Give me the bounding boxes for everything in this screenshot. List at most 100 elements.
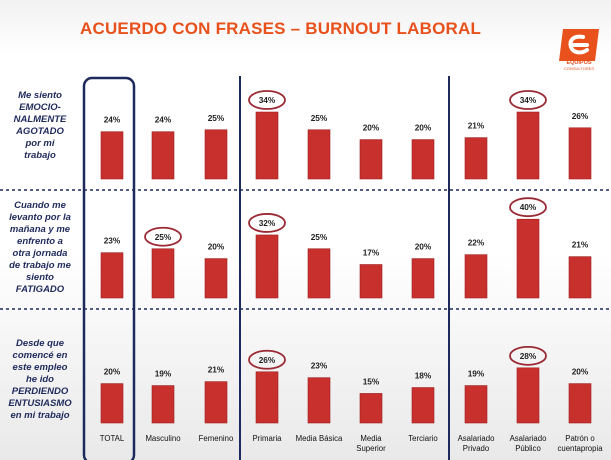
bar-value-label: 19% — [468, 369, 485, 379]
row-label-line: ENTUSIASMO — [8, 398, 72, 409]
row-label-line: he ido — [26, 374, 54, 385]
bar — [464, 137, 488, 180]
bar-value-label: 26% — [572, 111, 589, 121]
bar — [359, 264, 383, 299]
bar — [204, 129, 228, 180]
logo-name: EQUIPOS — [566, 60, 592, 66]
highlight-ellipse — [248, 213, 286, 233]
row-label-line: por mi — [25, 138, 55, 149]
category-label: Público — [515, 444, 541, 453]
bar-value-label: 23% — [104, 236, 121, 246]
row-label-line: Cuando me — [14, 200, 66, 211]
bar-value-label: 15% — [363, 376, 380, 386]
bar — [568, 383, 592, 424]
bar-value-label: 25% — [311, 232, 328, 242]
category-label: Femenino — [199, 434, 234, 443]
bar-value-label: 25% — [311, 113, 328, 123]
category-label: TOTAL — [100, 434, 125, 443]
bar-value-label: 21% — [208, 365, 225, 375]
bar-value-label: 20% — [363, 123, 380, 133]
bar-value-label: 24% — [155, 115, 172, 125]
bar — [464, 254, 488, 299]
bar — [568, 256, 592, 299]
bar-value-label: 21% — [572, 240, 589, 250]
bar-value-label: 22% — [468, 238, 485, 248]
bar — [151, 385, 175, 424]
category-label: Primaria — [252, 434, 282, 443]
row-label-line: comencé en — [12, 350, 68, 361]
bar-value-label: 17% — [363, 248, 380, 258]
bar-value-label: 34% — [520, 95, 537, 105]
bar — [100, 252, 124, 299]
bar — [411, 258, 435, 299]
row-label-fatigado: Cuando me levanto por la mañana y me enfren… — [4, 200, 76, 296]
highlight-ellipse — [509, 345, 547, 366]
bar — [151, 131, 175, 180]
bar-value-label: 18% — [415, 371, 432, 381]
bar — [516, 111, 540, 180]
row-label-line: mañana y me — [9, 224, 71, 235]
row-label-line: PERDIENDO — [11, 386, 69, 397]
category-label: Media Básica — [296, 434, 343, 443]
row-label-line: enfrento a — [17, 236, 63, 247]
bar — [255, 371, 279, 424]
bar — [516, 367, 540, 424]
bar — [411, 387, 435, 424]
bar — [255, 234, 279, 299]
row-label-line: trabajo — [24, 150, 56, 161]
bar — [516, 218, 540, 299]
bar-value-label: 20% — [415, 123, 432, 133]
highlight-ellipse — [248, 90, 286, 110]
row-label-line: FATIGADO — [15, 284, 65, 295]
page-title: ACUERDO CON FRASES – BURNOUT LABORAL — [80, 19, 482, 38]
category-label: Privado — [463, 444, 490, 453]
bar — [359, 393, 383, 424]
bar — [255, 111, 279, 180]
row-label-line: de trabajo me — [9, 260, 71, 271]
bar — [151, 248, 175, 299]
bar-value-label: 20% — [415, 242, 432, 252]
bar-value-label: 34% — [259, 95, 276, 105]
bar-value-label: 23% — [311, 361, 328, 371]
bar — [464, 385, 488, 424]
row-label-emocionalmente-agotado: Me siento EMOCIO- NALMENTE AGOTADO por mi tra… — [4, 90, 76, 162]
category-label: Asalariado — [510, 434, 548, 443]
bar — [100, 131, 124, 180]
bar-value-label: 20% — [208, 242, 225, 252]
bar — [204, 381, 228, 424]
row-label-line: otra jornada — [12, 248, 68, 259]
row-label-line: en mi trabajo — [10, 410, 70, 421]
bar — [359, 139, 383, 180]
row-label-perdiendo-entusiasmo: Desde que comencé en este empleo he ido PERD… — [4, 338, 76, 422]
category-label: Media — [360, 434, 382, 443]
bar — [100, 383, 124, 424]
category-label: Masculino — [145, 434, 181, 443]
bar — [411, 139, 435, 180]
bar-value-label: 24% — [104, 115, 121, 125]
highlight-ellipse — [509, 90, 547, 110]
bar-value-label: 25% — [208, 113, 225, 123]
row-label-line: Me siento — [18, 90, 62, 101]
bar — [307, 248, 331, 299]
category-label: Superior — [356, 444, 386, 453]
bar-value-label: 20% — [104, 367, 121, 377]
bar — [307, 377, 331, 424]
bar-value-label: 28% — [520, 351, 537, 361]
row-label-line: siento — [26, 272, 54, 283]
row-label-line: levanto por la — [9, 212, 71, 223]
highlight-ellipse — [248, 349, 286, 370]
row-label-line: NALMENTE — [13, 114, 67, 125]
highlight-ellipse — [144, 226, 182, 247]
bar — [204, 258, 228, 299]
bar-value-label: 19% — [155, 369, 172, 379]
bar — [568, 127, 592, 180]
bar-value-label: 20% — [572, 367, 589, 377]
title-bar — [0, 0, 611, 58]
row-label-line: AGOTADO — [16, 126, 64, 137]
highlight-ellipse — [509, 197, 547, 218]
bar-value-label: 25% — [155, 232, 172, 242]
equipos-logo-icon — [559, 29, 599, 61]
bar-value-label: 26% — [259, 355, 276, 365]
category-label: cuentapropia — [557, 444, 603, 453]
